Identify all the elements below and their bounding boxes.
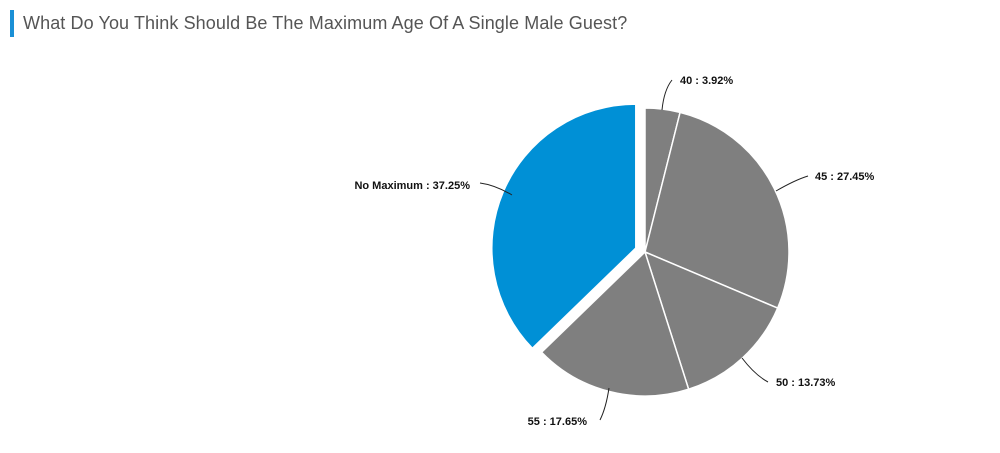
chart-title: What Do You Think Should Be The Maximum …: [23, 13, 628, 33]
pie-slice-no-maximum: [491, 103, 637, 350]
chart-header: What Do You Think Should Be The Maximum …: [10, 10, 627, 37]
leader-line: [775, 175, 809, 192]
pie-slice-45: [644, 111, 790, 310]
data-label: 55 : 17.65%: [528, 416, 588, 428]
leader-line: [599, 387, 610, 421]
title-accent-bar: [10, 10, 14, 37]
leader-line: [661, 79, 673, 111]
data-label: No Maximum : 37.25%: [354, 180, 470, 192]
pie-slice-55: [540, 250, 690, 397]
data-label: 50 : 13.73%: [776, 377, 836, 389]
leader-line: [479, 182, 513, 196]
data-label: 45 : 27.45%: [815, 171, 875, 183]
data-label: 40 : 3.92%: [680, 75, 733, 87]
leader-line: [741, 357, 769, 383]
